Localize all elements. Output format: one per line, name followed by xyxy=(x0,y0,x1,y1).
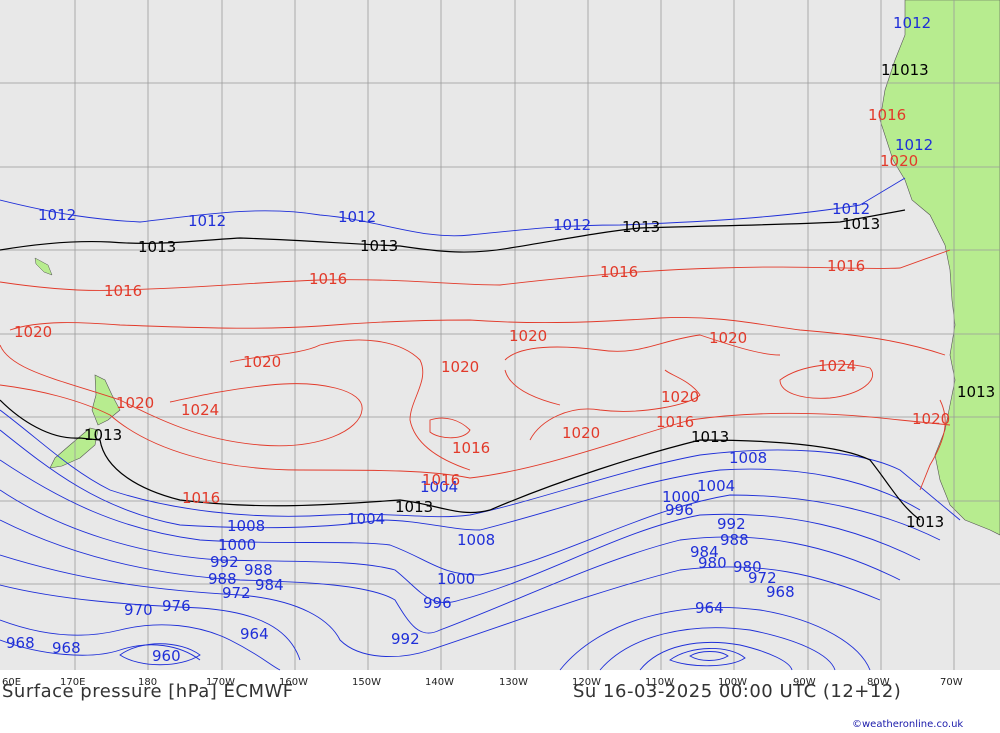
label-1013: 1013 xyxy=(360,237,398,255)
new-caledonia-island xyxy=(34,257,53,276)
lon-tick: 150W xyxy=(352,677,381,688)
label-1013: 1013 xyxy=(906,513,944,531)
label-992: 992 xyxy=(717,515,746,533)
label-1008: 1008 xyxy=(227,517,265,535)
label-1000: 1000 xyxy=(218,536,256,554)
label-1008: 1008 xyxy=(729,449,767,467)
label-1008: 1008 xyxy=(457,531,495,549)
label-1020: 1020 xyxy=(912,410,950,428)
label-1016: 1016 xyxy=(452,439,490,457)
valid-time: Su 16-03-2025 00:00 UTC (12+12) xyxy=(573,681,901,702)
label-996: 996 xyxy=(423,594,452,612)
label-1020: 1020 xyxy=(116,394,154,412)
label-1000: 1000 xyxy=(662,488,700,506)
label-984: 988 xyxy=(208,570,237,588)
label-988: 988 xyxy=(244,561,273,579)
label-1012: 1012 xyxy=(895,136,933,154)
label-1016: 1016 xyxy=(656,413,694,431)
lon-tick: 130W xyxy=(499,677,528,688)
lon-tick: 170W xyxy=(206,677,235,688)
lon-tick: 160W xyxy=(279,677,308,688)
label-970: 972 xyxy=(222,584,251,602)
new-zealand-north-island xyxy=(91,374,121,426)
label-1013: 1013 xyxy=(138,238,176,256)
label-964: 964 xyxy=(240,625,269,643)
lon-tick: 170E xyxy=(60,677,85,688)
label-964: 968 xyxy=(6,634,35,652)
label-984: 984 xyxy=(690,543,719,561)
isobar-labels: 1012 1012 1012 1012 1012 1012 1012 1008 … xyxy=(6,14,995,665)
isobars-1013 xyxy=(0,209,921,521)
label-1020: 1020 xyxy=(562,424,600,442)
label-968: 968 xyxy=(766,583,795,601)
label-1013: 1013 xyxy=(622,218,660,236)
label-1004: 1004 xyxy=(697,477,735,495)
label-1020: 1020 xyxy=(509,327,547,345)
label-1013: 1013 xyxy=(842,215,880,233)
label-996: 996 xyxy=(665,501,694,519)
label-1020: 1020 xyxy=(441,358,479,376)
lon-tick: 80W xyxy=(867,677,890,688)
label-1012: 1012 xyxy=(38,206,76,224)
lon-tick: 70W xyxy=(940,677,963,688)
label-1016: 1016 xyxy=(422,471,460,489)
label-1024: 1024 xyxy=(818,357,856,375)
isobars-high xyxy=(0,249,951,491)
label-1012: 1012 xyxy=(832,200,870,218)
label-992: 992 xyxy=(210,553,239,571)
label-968: 970 xyxy=(124,601,153,619)
label-976: 980 xyxy=(733,558,762,576)
label-1012: 1012 xyxy=(553,216,591,234)
isobars-low xyxy=(0,177,961,671)
label-1000: 1000 xyxy=(437,570,475,588)
label-1020: 1020 xyxy=(243,353,281,371)
label-1013: 1013 xyxy=(395,498,433,516)
label-11013: 11013 xyxy=(881,61,929,79)
label-1012: 1012 xyxy=(338,208,376,226)
label-1020: 1020 xyxy=(880,152,918,170)
label-980: 980 xyxy=(698,554,727,572)
label-1013: 1013 xyxy=(84,426,122,444)
label-1013: 1013 xyxy=(957,383,995,401)
label-1020: 1020 xyxy=(14,323,52,341)
label-1016: 1016 xyxy=(600,263,638,281)
lon-tick: 140W xyxy=(425,677,454,688)
label-1020: 1020 xyxy=(661,388,699,406)
ocean-background xyxy=(0,0,1000,670)
longitude-ticks: 60E 170E 180 170W 160W 150W 140W 130W 12… xyxy=(2,677,963,688)
label-972: 972 xyxy=(748,569,777,587)
lon-tick: 180 xyxy=(138,677,157,688)
label-980: 984 xyxy=(255,576,284,594)
label-1016: 1016 xyxy=(827,257,865,275)
map-title: Surface pressure [hPa] ECMWF xyxy=(2,681,294,702)
label-1024: 1024 xyxy=(181,401,219,419)
label-1013: 1013 xyxy=(691,428,729,446)
label-1012: 1012 xyxy=(188,212,226,230)
label-1004: 1004 xyxy=(347,510,385,528)
label-1016: 1016 xyxy=(182,489,220,507)
credit-link[interactable]: ©weatheronline.co.uk xyxy=(852,719,963,730)
label-988: 988 xyxy=(720,531,749,549)
label-1020: 1020 xyxy=(709,329,747,347)
label-1016: 1016 xyxy=(104,282,142,300)
bottom-strip xyxy=(0,670,1000,733)
label-968: 968 xyxy=(52,639,81,657)
south-america-land xyxy=(879,0,1000,536)
label-992: 992 xyxy=(391,630,420,648)
lon-tick: 100W xyxy=(718,677,747,688)
graticule xyxy=(0,0,1000,670)
label-1016: 1016 xyxy=(309,270,347,288)
label-972: 976 xyxy=(162,597,191,615)
label-1016: 1016 xyxy=(868,106,906,124)
lon-tick: 60E xyxy=(2,677,21,688)
label-964: 964 xyxy=(695,599,724,617)
label-1012: 1012 xyxy=(893,14,931,32)
lon-tick: 110W xyxy=(645,677,674,688)
label-1004: 1004 xyxy=(420,478,458,496)
lon-tick: 120W xyxy=(572,677,601,688)
lon-tick: 90W xyxy=(793,677,816,688)
label-960: 960 xyxy=(152,647,181,665)
